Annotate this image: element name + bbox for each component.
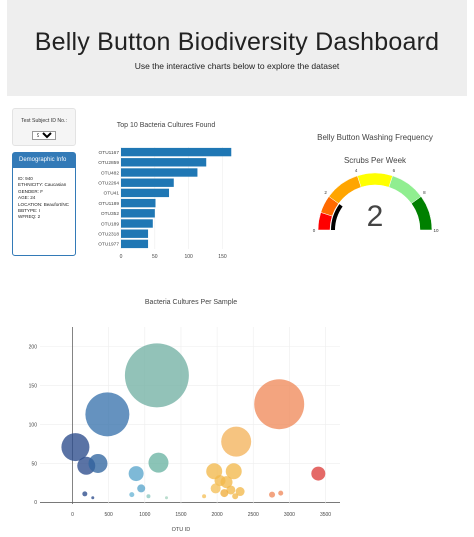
bubble-point-7[interactable] bbox=[137, 484, 146, 493]
bar-category-label: OTU482 bbox=[101, 170, 119, 176]
bar-chart-title: Top 10 Bacteria Cultures Found bbox=[117, 122, 216, 129]
bar-x-tick-label: 50 bbox=[152, 254, 158, 260]
bubble-y-tick-label: 0 bbox=[34, 500, 37, 506]
demographic-ethnicity: ETHNICITY: Caucasian bbox=[18, 182, 67, 188]
bubble-x-tick-label: 1000 bbox=[139, 512, 150, 518]
bubble-point-24[interactable] bbox=[254, 379, 305, 430]
gauge-value: 2 bbox=[367, 200, 384, 233]
bubble-point-14[interactable] bbox=[225, 463, 242, 480]
bubble-point-4[interactable] bbox=[124, 343, 189, 408]
bacteria-bubble-chart[interactable]: Bacteria Cultures Per Sample 0 50 100 150 200… bbox=[20, 292, 350, 537]
bubble-x-tick-label: 2000 bbox=[212, 512, 223, 518]
gauge-tick-label: 4 bbox=[355, 168, 358, 173]
subject-id-label: Test Subject ID No.: bbox=[21, 118, 67, 124]
demographic-panel-body: ID: 940 ETHNICITY: Caucasian GENDER: F A… bbox=[13, 168, 75, 221]
bar-category-label: OTU2264 bbox=[98, 181, 119, 187]
bar-category-label: OTU1189 bbox=[99, 201, 120, 207]
bar-otu352[interactable] bbox=[121, 209, 155, 218]
bar-category-label: OTU1167 bbox=[99, 150, 120, 156]
bar-otu2859[interactable] bbox=[121, 158, 207, 167]
gauge-tick-label: 2 bbox=[324, 190, 327, 195]
bar-category-label: OTU1977 bbox=[98, 242, 119, 248]
gauge-tick-label: 10 bbox=[433, 228, 439, 233]
top10-bar-chart[interactable]: Top 10 Bacteria Cultures Found 0 50 100 150 O… bbox=[86, 112, 246, 267]
subject-selector-well: Test Subject ID No.: 940 bbox=[12, 108, 76, 146]
bubble-x-tick-label: 2500 bbox=[248, 512, 259, 518]
bar-otu1977[interactable] bbox=[121, 239, 149, 249]
bar-x-tick-label: 100 bbox=[184, 254, 193, 260]
page-subtitle: Use the interactive charts below to expl… bbox=[134, 61, 340, 71]
gauge-value-bar bbox=[331, 204, 343, 230]
bubble-point-26[interactable] bbox=[278, 490, 284, 496]
demographic-bbtype: BBTYPE: I bbox=[18, 208, 40, 214]
bubble-x-tick-label: 0 bbox=[71, 512, 74, 518]
bubble-y-tick-label: 150 bbox=[29, 383, 38, 389]
bubble-point-18[interactable] bbox=[221, 426, 252, 457]
bubble-x-tick-label: 3000 bbox=[284, 512, 295, 518]
bar-otu1189[interactable] bbox=[121, 198, 156, 208]
bar-x-tick-label: 150 bbox=[218, 254, 227, 260]
gauge-tick-label: 8 bbox=[423, 190, 426, 195]
demographic-panel: Demographic Info ID: 940 ETHNICITY: Cauc… bbox=[12, 152, 76, 256]
bubble-point-16[interactable] bbox=[214, 475, 226, 487]
bubble-chart-title: Bacteria Cultures Per Sample bbox=[145, 299, 237, 306]
bubble-point-2[interactable] bbox=[88, 453, 108, 473]
gauge-tick-label: 0 bbox=[313, 228, 316, 233]
bar-otu1167[interactable] bbox=[121, 147, 232, 157]
bar-otu482[interactable] bbox=[121, 168, 198, 177]
bar-category-label: OTU2318 bbox=[98, 232, 119, 238]
bar-category-label: OTU189 bbox=[101, 221, 119, 227]
dashboard-header: Belly Button Biodiversity Dashboard Use … bbox=[7, 0, 467, 96]
bar-otu2318[interactable] bbox=[121, 229, 149, 238]
gauge-tick-label: 6 bbox=[393, 168, 396, 173]
bubble-y-tick-label: 200 bbox=[29, 344, 38, 350]
bubble-point-17[interactable] bbox=[210, 483, 221, 494]
gauge-band-5 bbox=[411, 196, 433, 231]
bar-category-label: OTU2859 bbox=[98, 160, 119, 166]
bubble-point-12[interactable] bbox=[91, 496, 95, 500]
demographic-id: ID: 940 bbox=[18, 176, 33, 181]
bubble-y-tick-label: 50 bbox=[31, 461, 37, 467]
bar-category-label: OTU41 bbox=[104, 191, 120, 197]
bubble-x-tick-label: 3500 bbox=[320, 512, 331, 518]
wash-frequency-gauge[interactable]: Belly Button Washing Frequency Scrubs Per… bbox=[290, 125, 460, 240]
bar-otu41[interactable] bbox=[121, 188, 170, 198]
bubble-point-13[interactable] bbox=[206, 463, 223, 480]
gauge-band-3 bbox=[357, 172, 393, 188]
demographic-wfreq: WFREQ: 2 bbox=[18, 214, 41, 220]
bubble-point-21[interactable] bbox=[232, 493, 239, 500]
bubble-point-8[interactable] bbox=[129, 492, 135, 498]
bubble-point-0[interactable] bbox=[61, 433, 90, 462]
gauge-title: Belly Button Washing Frequency bbox=[317, 133, 433, 142]
gauge-band-2 bbox=[328, 175, 362, 204]
bubble-point-27[interactable] bbox=[311, 466, 326, 481]
demographic-location: LOCATION: Beaufort/NC bbox=[18, 201, 69, 207]
bubble-point-22[interactable] bbox=[220, 489, 229, 498]
bubble-point-10[interactable] bbox=[165, 496, 169, 500]
bubble-point-23[interactable] bbox=[202, 494, 207, 499]
bubble-point-20[interactable] bbox=[226, 485, 236, 495]
bar-otu189[interactable] bbox=[121, 219, 153, 228]
bar-otu2264[interactable] bbox=[121, 178, 174, 187]
bar-x-tick-label: 0 bbox=[120, 254, 123, 260]
gauge-subtitle: Scrubs Per Week bbox=[344, 156, 407, 165]
bubble-point-9[interactable] bbox=[146, 494, 151, 499]
bubble-point-19[interactable] bbox=[235, 487, 245, 497]
demographic-age: AGE: 24 bbox=[18, 195, 36, 201]
bubble-point-5[interactable] bbox=[148, 452, 169, 473]
bubble-point-6[interactable] bbox=[128, 466, 144, 482]
bubble-y-tick-label: 100 bbox=[29, 422, 38, 428]
subject-id-select[interactable]: 940 bbox=[32, 131, 56, 140]
bar-category-label: OTU352 bbox=[101, 211, 119, 217]
bubble-point-3[interactable] bbox=[85, 392, 130, 437]
bubble-point-11[interactable] bbox=[82, 491, 88, 497]
bubble-point-25[interactable] bbox=[269, 491, 276, 498]
bubble-x-tick-label: 500 bbox=[105, 512, 114, 518]
demographic-panel-title: Demographic Info bbox=[13, 153, 75, 168]
gauge-band-4 bbox=[388, 175, 422, 204]
bubble-x-tick-label: 1500 bbox=[175, 512, 186, 518]
bubble-x-axis-label: OTU ID bbox=[172, 527, 191, 533]
page-title: Belly Button Biodiversity Dashboard bbox=[34, 28, 440, 56]
demographic-gender: GENDER: F bbox=[18, 188, 44, 194]
